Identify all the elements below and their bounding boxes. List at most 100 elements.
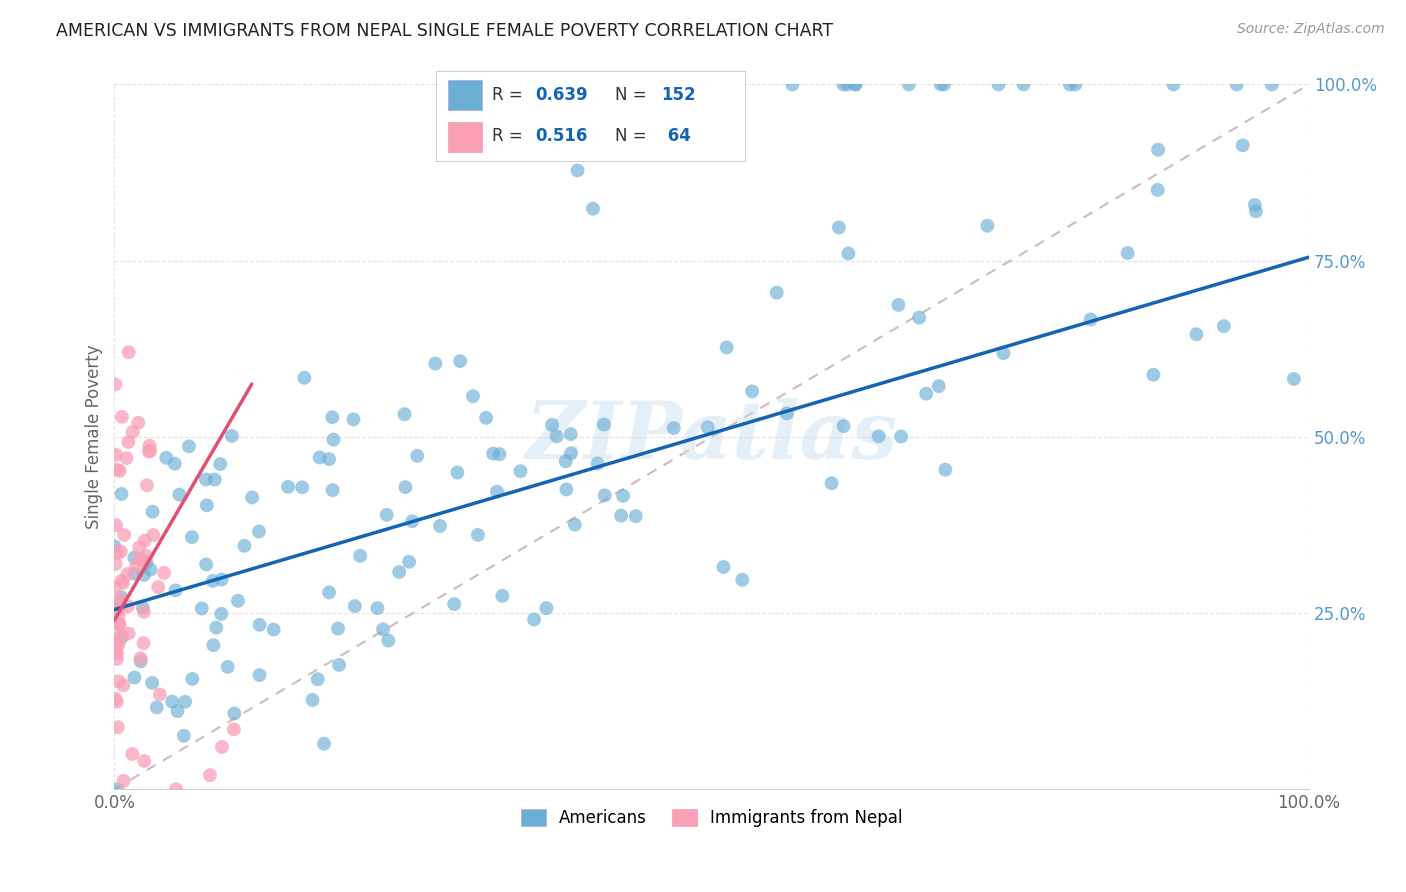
Point	[103, 581, 125, 595]
Point	[1064, 78, 1087, 92]
Point	[554, 454, 576, 468]
Point	[567, 163, 589, 178]
Point	[780, 78, 803, 92]
Text: 0.639: 0.639	[534, 87, 588, 104]
Point	[131, 553, 153, 567]
Point	[195, 499, 218, 513]
Point	[142, 505, 165, 519]
Point	[249, 668, 271, 682]
Point	[149, 688, 172, 702]
Point	[312, 737, 335, 751]
Point	[1163, 78, 1185, 92]
Point	[1059, 78, 1081, 92]
Text: R =: R =	[492, 87, 527, 104]
Point	[820, 476, 842, 491]
Point	[111, 576, 134, 591]
Point	[696, 420, 718, 434]
Point	[1212, 319, 1234, 334]
Point	[915, 386, 938, 401]
Point	[132, 605, 155, 619]
Point	[301, 693, 323, 707]
Point	[107, 617, 129, 632]
Point	[928, 379, 950, 393]
Point	[322, 483, 344, 497]
Point	[134, 754, 156, 768]
Point	[294, 371, 316, 385]
Point	[832, 419, 855, 434]
Point	[198, 768, 221, 782]
Point	[976, 219, 998, 233]
Point	[536, 601, 558, 615]
Point	[541, 417, 564, 432]
Point	[443, 597, 465, 611]
Point	[586, 457, 609, 471]
Point	[110, 487, 132, 501]
Point	[125, 559, 148, 574]
Point	[104, 557, 127, 571]
Point	[366, 601, 388, 615]
Point	[887, 298, 910, 312]
Point	[104, 691, 127, 706]
Text: ZIPatlas: ZIPatlas	[526, 398, 898, 475]
Point	[233, 539, 256, 553]
Point	[934, 463, 956, 477]
Point	[449, 354, 471, 368]
Text: N =: N =	[616, 87, 652, 104]
Point	[211, 739, 233, 754]
Point	[308, 450, 330, 465]
Point	[263, 623, 285, 637]
Point	[155, 450, 177, 465]
Point	[209, 457, 232, 471]
Point	[291, 480, 314, 494]
Point	[111, 574, 134, 588]
Point	[394, 480, 416, 494]
Point	[110, 544, 132, 558]
Point	[377, 633, 399, 648]
Point	[108, 616, 131, 631]
Text: Source: ZipAtlas.com: Source: ZipAtlas.com	[1237, 22, 1385, 37]
Point	[318, 452, 340, 467]
Point	[1012, 78, 1035, 92]
Text: 64: 64	[662, 128, 690, 145]
Point	[1147, 143, 1170, 157]
Point	[104, 377, 127, 392]
Point	[509, 464, 531, 478]
Point	[105, 546, 128, 560]
Point	[141, 676, 163, 690]
Point	[138, 439, 160, 453]
Point	[1232, 138, 1254, 153]
Point	[375, 508, 398, 522]
Point	[342, 412, 364, 426]
Point	[1243, 198, 1265, 212]
Point	[117, 599, 139, 614]
Point	[163, 457, 186, 471]
Point	[128, 541, 150, 555]
Point	[142, 528, 165, 542]
Point	[845, 78, 868, 92]
Point	[844, 78, 866, 92]
Point	[202, 638, 225, 652]
Point	[890, 429, 912, 443]
Point	[485, 484, 508, 499]
Point	[1080, 312, 1102, 326]
Point	[136, 478, 159, 492]
Point	[582, 202, 605, 216]
Point	[446, 466, 468, 480]
Point	[765, 285, 787, 300]
Point	[908, 310, 931, 325]
Point	[406, 449, 429, 463]
Point	[1226, 78, 1249, 92]
Point	[467, 528, 489, 542]
Point	[398, 555, 420, 569]
Point	[388, 565, 411, 579]
Point	[103, 539, 125, 553]
Point	[226, 594, 249, 608]
Point	[115, 451, 138, 466]
Point	[425, 357, 447, 371]
FancyBboxPatch shape	[449, 80, 482, 110]
Text: N =: N =	[616, 128, 652, 145]
Point	[222, 723, 245, 737]
Point	[993, 346, 1015, 360]
Point	[112, 678, 135, 692]
Point	[204, 473, 226, 487]
